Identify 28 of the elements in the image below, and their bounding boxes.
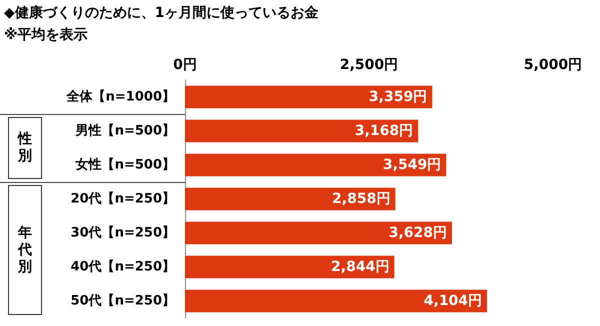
- bar: [185, 86, 432, 108]
- data-label: 3,359円: [368, 89, 428, 105]
- y-tick-label: 30代【n=250】: [70, 224, 175, 240]
- data-label: 3,549円: [382, 157, 442, 173]
- bar: [185, 120, 418, 142]
- x-tick-label: 2,500円: [340, 57, 398, 73]
- y-tick-label: 50代【n=250】: [70, 292, 175, 308]
- y-tick-label: 女性【n=500】: [74, 156, 175, 172]
- data-label: 3,628円: [388, 225, 448, 241]
- x-tick-label: 0円: [173, 57, 197, 73]
- bar: [185, 154, 446, 176]
- bar: [185, 222, 452, 244]
- data-label: 2,844円: [331, 259, 390, 275]
- y-tick-label: 40代【n=250】: [70, 258, 175, 274]
- y-tick-label: 男性【n=500】: [74, 122, 175, 138]
- x-tick-label: 5,000円: [524, 57, 582, 73]
- y-tick-label: 全体【n=1000】: [66, 88, 175, 104]
- text: 性別: [16, 131, 33, 165]
- bar: [185, 290, 488, 312]
- data-label: 4,104円: [424, 293, 482, 309]
- bar: [185, 256, 394, 278]
- text: 年代別: [16, 224, 33, 276]
- data-label: 2,858円: [332, 191, 390, 207]
- chart-title: ◆健康づくりのために、1ヶ月間に使っているお金: [4, 4, 319, 22]
- bar: [185, 188, 396, 210]
- y-tick-label: 20代【n=250】: [70, 190, 175, 206]
- text: ※平均を表示: [4, 26, 88, 44]
- data-label: 3,168円: [354, 123, 414, 139]
